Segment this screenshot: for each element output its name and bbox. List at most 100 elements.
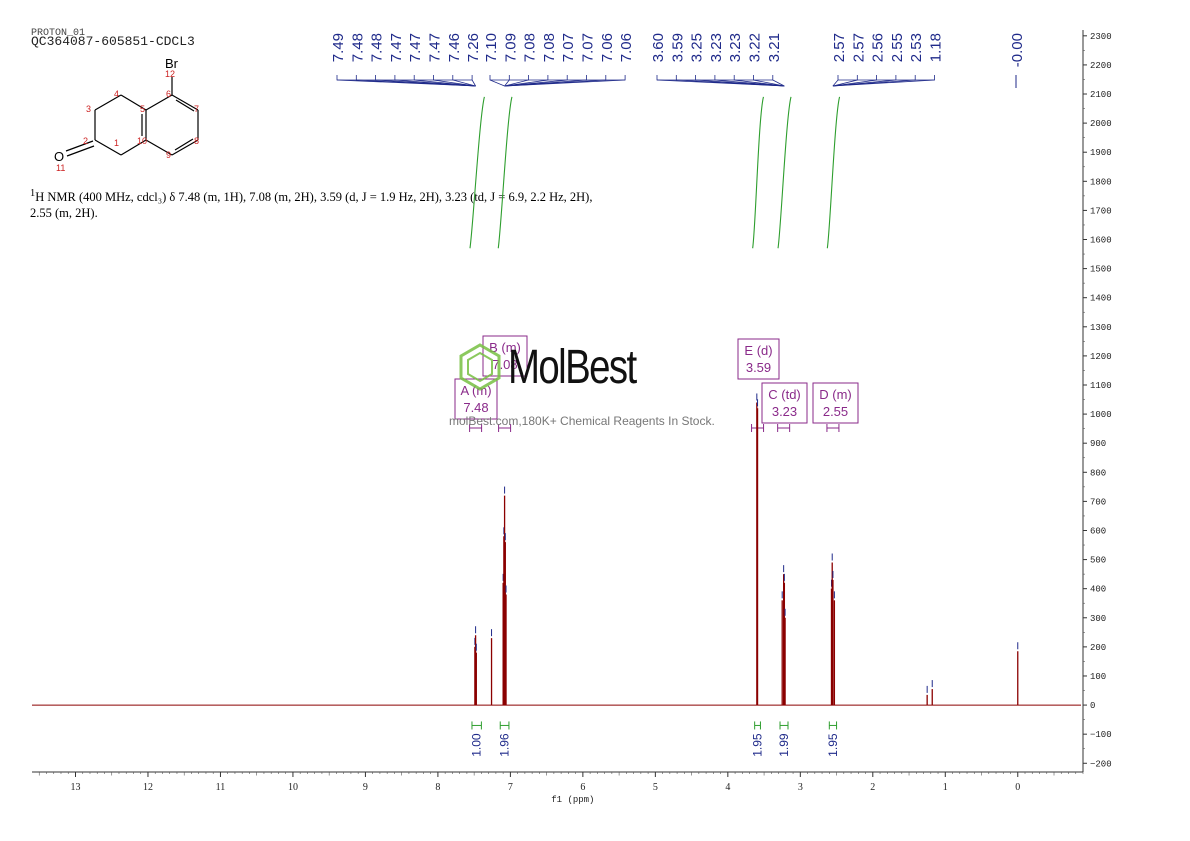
integral-value: 1.95 <box>751 733 765 757</box>
peak-leader-line <box>471 75 476 87</box>
peak-shift-label: 2.57 <box>850 33 867 62</box>
y-tick-label: 1900 <box>1090 148 1112 158</box>
ring-bond <box>94 94 122 111</box>
y-tick-label: 1300 <box>1090 323 1112 333</box>
peak-shift-label: 3.22 <box>747 33 764 62</box>
peak-shift-label: 7.47 <box>388 33 405 62</box>
peak-shift-label: 1.18 <box>928 33 945 62</box>
peak-shift-label: 3.60 <box>650 33 667 62</box>
y-tick-label: 900 <box>1090 439 1106 449</box>
molbest-logo-icon <box>459 343 501 391</box>
x-tick-label: 7 <box>508 782 513 793</box>
spectrum-id-label: PROTON_01 <box>31 28 86 39</box>
integral-curve <box>469 96 485 249</box>
multiplet-box <box>761 382 808 424</box>
y-tick-label: 300 <box>1090 614 1106 624</box>
peak-shift-label: 7.49 <box>330 33 347 62</box>
x-tick-label: 13 <box>70 782 80 793</box>
oxygen-label: O <box>54 149 64 164</box>
peak-shift-label: 7.47 <box>407 33 424 62</box>
aromatic-bond <box>171 94 199 111</box>
multiplet-box <box>737 338 780 380</box>
y-tick-label: 1200 <box>1090 352 1112 362</box>
watermark-tagline: molBest.com,180K+ Chemical Reagents In S… <box>449 414 715 428</box>
peak-shift-label: 7.46 <box>446 33 463 62</box>
x-tick-label: 10 <box>288 782 298 793</box>
bromine-label: Br <box>165 56 179 71</box>
ring-bond <box>120 94 147 111</box>
y-tick-label: 1600 <box>1090 236 1112 246</box>
peak-leader-line <box>489 75 505 87</box>
peak-shift-label: 7.48 <box>349 33 366 62</box>
aromatic-bond <box>145 94 173 111</box>
carbonyl-bond-double <box>66 145 95 157</box>
y-tick-label: 1800 <box>1090 177 1112 187</box>
nmr-description-text: H NMR (400 MHz, cdcl₃) δ 7.48 (m, 1H), 7… <box>30 190 593 221</box>
atom-number: 12 <box>165 69 175 79</box>
aromatic-bond <box>145 139 173 156</box>
peak-shift-label: 7.06 <box>618 33 635 62</box>
y-tick-label: −200 <box>1090 759 1112 769</box>
integral-curve <box>752 96 764 249</box>
atom-number: 4 <box>114 89 119 99</box>
y-tick-label: 200 <box>1090 643 1106 653</box>
ring-bond <box>120 139 147 156</box>
x-tick-label: 6 <box>580 782 585 793</box>
peak-shift-label: 7.47 <box>427 33 444 62</box>
y-tick-label: 1000 <box>1090 410 1112 420</box>
axes: 13 12 11 10 9 8 7 6 5 4 3 2 1 0f1 (ppm)−200−100010020… <box>32 30 1112 805</box>
peak-shift-label: 7.26 <box>465 33 482 62</box>
y-tick-label: 2000 <box>1090 119 1112 129</box>
peak-shift-label: 3.23 <box>727 33 744 62</box>
atom-number: 1 <box>114 138 119 148</box>
chemical-structure <box>65 77 199 157</box>
peak-shift-label: 7.06 <box>599 33 616 62</box>
multiplet-box <box>812 382 859 424</box>
atom-number: 10 <box>137 136 147 146</box>
aromatic-double-bond <box>174 138 194 151</box>
atom-number: 5 <box>140 104 145 114</box>
y-tick-label: 2200 <box>1090 61 1112 71</box>
integral-curve <box>826 96 841 249</box>
multiplet-shift: 3.59 <box>746 360 771 375</box>
multiplet-shift: 3.23 <box>772 404 797 419</box>
integral-curve <box>497 96 513 249</box>
carbonyl-bond <box>65 140 94 152</box>
spectrum <box>32 393 1081 706</box>
y-tick-label: 800 <box>1090 468 1106 478</box>
multiplet-shift: 2.55 <box>823 404 848 419</box>
peak-shift-label: -0.00 <box>1009 33 1026 67</box>
peak-leader-line <box>832 75 839 87</box>
x-tick-label: 2 <box>870 782 875 793</box>
y-tick-label: 2300 <box>1090 32 1112 42</box>
peak-shift-label: 3.59 <box>669 33 686 62</box>
y-tick-label: 1700 <box>1090 206 1112 216</box>
ring-bond <box>94 139 122 156</box>
peak-shift-label: 3.21 <box>766 33 783 62</box>
atom-number: 7 <box>194 104 199 114</box>
peak-leader-line <box>504 75 510 87</box>
peak-shift-label: 7.10 <box>483 33 500 62</box>
y-tick-label: 1400 <box>1090 294 1112 304</box>
y-tick-label: −100 <box>1090 730 1112 740</box>
integral-value: 1.99 <box>777 733 791 757</box>
y-tick-label: 100 <box>1090 672 1106 682</box>
atom-number: 2 <box>83 136 88 146</box>
atom-number: 3 <box>86 104 91 114</box>
aromatic-double-bond <box>175 99 195 112</box>
x-tick-label: 12 <box>143 782 153 793</box>
integral-value: 1.00 <box>470 733 484 757</box>
peak-shift-label: 7.08 <box>541 33 558 62</box>
multiplet-box <box>482 335 528 377</box>
sample-id-label: QC364087-605851-CDCL3 <box>31 34 195 49</box>
y-tick-label: 2100 <box>1090 90 1112 100</box>
atom-number: 11 <box>56 163 65 173</box>
x-tick-label: 0 <box>1015 782 1020 793</box>
atom-number: 8 <box>194 136 199 146</box>
multiplet-letter: D (m) <box>819 387 852 402</box>
y-tick-label: 400 <box>1090 585 1106 595</box>
peak-shift-label: 7.09 <box>502 33 519 62</box>
y-tick-label: 600 <box>1090 526 1106 536</box>
multiplet-letter: C (td) <box>768 387 801 402</box>
